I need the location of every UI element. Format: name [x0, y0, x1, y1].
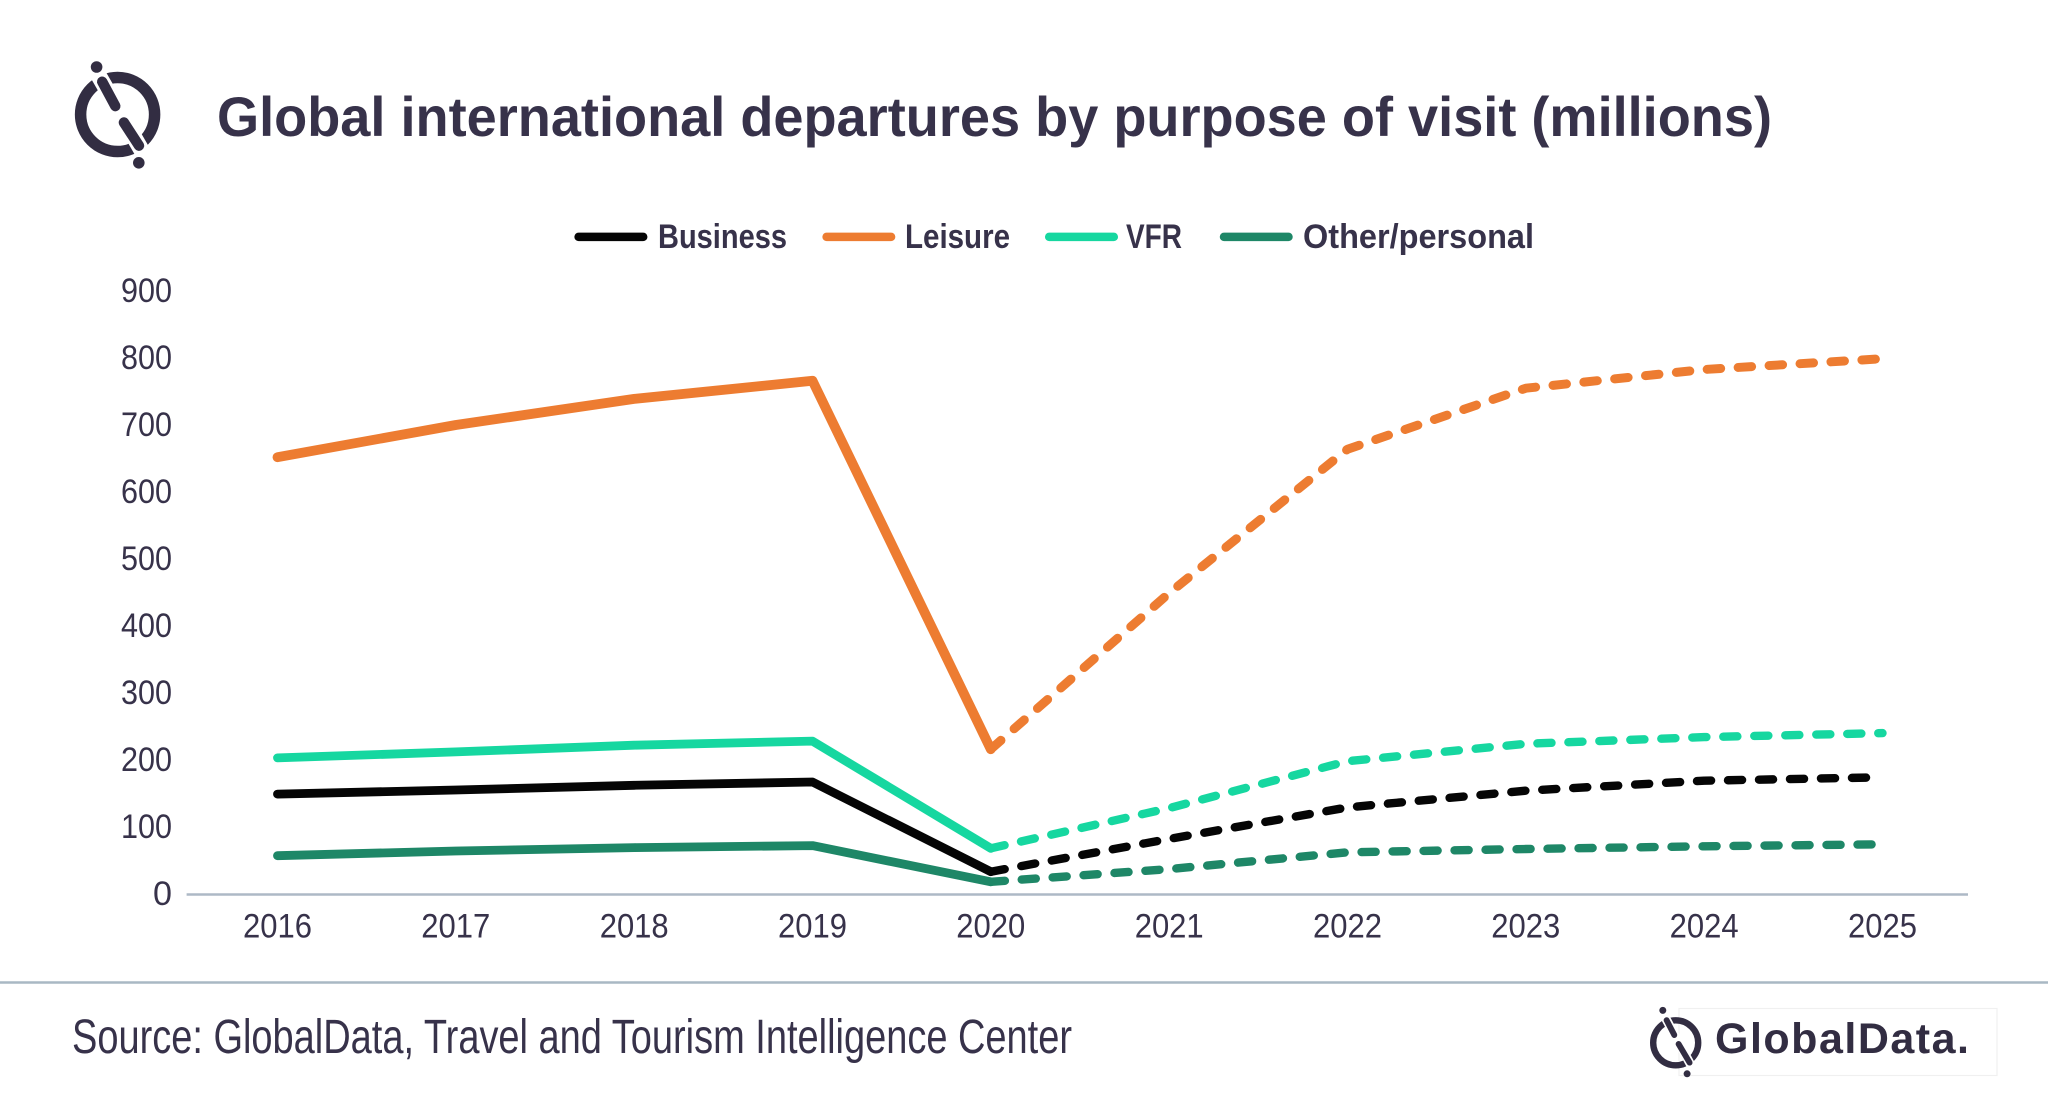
svg-text:VFR: VFR: [1126, 218, 1182, 256]
svg-text:2024: 2024: [1670, 908, 1739, 946]
svg-text:2017: 2017: [421, 908, 490, 946]
svg-text:900: 900: [121, 272, 172, 310]
svg-text:700: 700: [121, 406, 172, 444]
svg-text:0: 0: [153, 875, 172, 913]
svg-text:400: 400: [121, 607, 172, 645]
svg-text:Source: GlobalData, Travel and: Source: GlobalData, Travel and Tourism I…: [72, 1011, 1072, 1064]
svg-text:500: 500: [121, 540, 172, 578]
svg-text:2025: 2025: [1848, 908, 1917, 946]
svg-text:200: 200: [121, 741, 172, 779]
svg-text:2018: 2018: [600, 908, 669, 946]
svg-text:2022: 2022: [1313, 908, 1382, 946]
svg-text:Business: Business: [658, 218, 787, 256]
svg-text:300: 300: [121, 674, 172, 712]
svg-text:2019: 2019: [778, 908, 847, 946]
svg-text:800: 800: [121, 339, 172, 377]
svg-text:Leisure: Leisure: [905, 218, 1010, 256]
svg-text:2023: 2023: [1491, 908, 1560, 946]
svg-text:600: 600: [121, 473, 172, 511]
svg-text:2020: 2020: [956, 908, 1025, 946]
svg-text:2021: 2021: [1135, 908, 1204, 946]
svg-text:100: 100: [121, 808, 172, 846]
svg-text:2016: 2016: [243, 908, 312, 946]
svg-text:Other/personal: Other/personal: [1303, 218, 1534, 256]
svg-text:GlobalData.: GlobalData.: [1715, 1015, 1969, 1063]
svg-text:Global international departure: Global international departures by purpo…: [217, 85, 1772, 148]
